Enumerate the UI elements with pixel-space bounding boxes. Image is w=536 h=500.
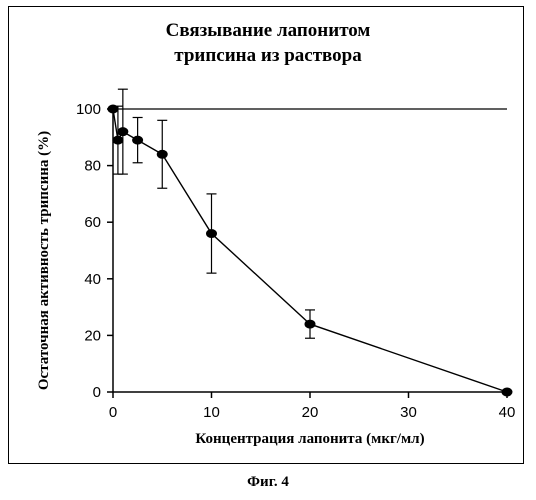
data-point xyxy=(112,136,123,145)
y-tick-label: 60 xyxy=(84,214,101,231)
series-line xyxy=(113,109,507,392)
data-point xyxy=(305,320,316,329)
x-tick-label: 30 xyxy=(400,404,417,421)
y-tick-label: 80 xyxy=(84,158,101,175)
y-tick-label: 40 xyxy=(84,271,101,288)
x-tick-label: 0 xyxy=(109,404,117,421)
data-point xyxy=(206,229,217,238)
data-point xyxy=(108,105,119,114)
x-axis-label: Концентрация лапонита (мкг/мл) xyxy=(195,431,424,447)
axes xyxy=(113,109,507,392)
x-tick-label: 10 xyxy=(203,404,220,421)
data-point xyxy=(132,136,143,145)
figure-caption: Фиг. 4 xyxy=(0,474,536,491)
y-axis-label: Остаточная активность трипсина (%) xyxy=(36,131,52,390)
y-tick-label: 20 xyxy=(84,327,101,344)
x-tick-label: 20 xyxy=(302,404,319,421)
data-point xyxy=(117,127,128,136)
y-tick-label: 0 xyxy=(93,384,101,401)
y-tick-label: 100 xyxy=(76,101,101,118)
data-point xyxy=(502,388,513,397)
data-point xyxy=(157,150,168,159)
x-tick-label: 40 xyxy=(499,404,516,421)
